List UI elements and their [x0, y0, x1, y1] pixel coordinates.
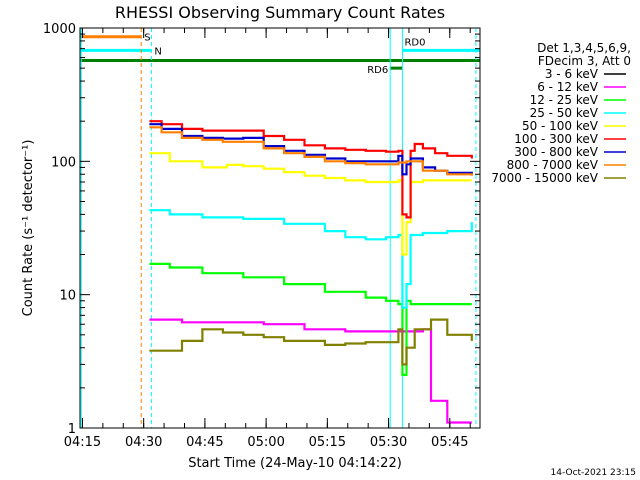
series-line-6-12-kev: [149, 318, 472, 424]
legend-label-3-6-kev: 3 - 6 keV: [545, 67, 599, 81]
legend-label-300-800-kev: 300 - 800 keV: [514, 145, 598, 159]
x-tick-label: 05:15: [309, 435, 346, 450]
flag-label-rd0: RD0: [404, 37, 425, 48]
flag-label-rd6: RD6: [367, 65, 388, 76]
legend-label-6-12-kev: 6 - 12 keV: [537, 80, 599, 94]
series-line-12-25-kev: [149, 262, 472, 376]
series-line-7000-15000-kev: [149, 318, 473, 366]
series-line-100-300-kev: [149, 120, 473, 219]
x-tick-label: 04:45: [186, 435, 223, 450]
legend-label-7000-15000-kev: 7000 - 15000 keV: [491, 171, 598, 185]
y-tick-label: 1000: [43, 22, 76, 37]
y-ticks: 1 10 100 1000: [43, 22, 480, 437]
series-layer: [149, 120, 473, 424]
series-line-800-7000-kev: [149, 126, 473, 176]
x-ticks: 04:15 04:30 04:45 05:00 05:15 05:30 05:45: [64, 28, 471, 450]
legend: Det 1,3,4,5,6,9, FDecim 3, Att 0 3 - 6 k…: [491, 41, 631, 185]
y-tick-label: 10: [59, 289, 76, 304]
chart-title: RHESSI Observing Summary Count Rates: [115, 3, 445, 22]
legend-label-12-25-kev: 12 - 25 keV: [530, 93, 599, 107]
x-tick-label: 04:30: [125, 435, 162, 450]
legend-header-line-1: Det 1,3,4,5,6,9,: [537, 41, 631, 55]
footer-date: 14-Oct-2021 23:15: [551, 468, 636, 478]
x-tick-label: 05:00: [247, 435, 284, 450]
flag-label-n: N: [154, 46, 161, 57]
plot-frame: [79, 27, 481, 429]
x-tick-label: 04:15: [64, 435, 101, 450]
legend-label-50-100-kev: 50 - 100 keV: [522, 119, 599, 133]
x-tick-label: 05:30: [370, 435, 407, 450]
y-tick-label: 1: [68, 422, 76, 437]
x-tick-label: 05:45: [431, 435, 468, 450]
legend-label-100-300-kev: 100 - 300 keV: [514, 132, 598, 146]
flag-label-s: S: [144, 33, 150, 44]
x-axis-label: Start Time (24-May-10 04:14:22): [188, 456, 402, 471]
y-tick-label: 100: [51, 155, 76, 170]
legend-label-800-7000-kev: 800 - 7000 keV: [507, 158, 599, 172]
legend-header-line-2: FDecim 3, Att 0: [538, 54, 631, 68]
flags-layer: SN RD0 RD6: [80, 33, 480, 76]
legend-label-25-50-kev: 25 - 50 keV: [530, 106, 599, 120]
y-axis-label: Count Rate (s⁻¹ detector⁻¹): [21, 140, 36, 317]
series-line-25-50-kev: [149, 209, 473, 309]
series-line-50-100-kev: [149, 152, 472, 256]
